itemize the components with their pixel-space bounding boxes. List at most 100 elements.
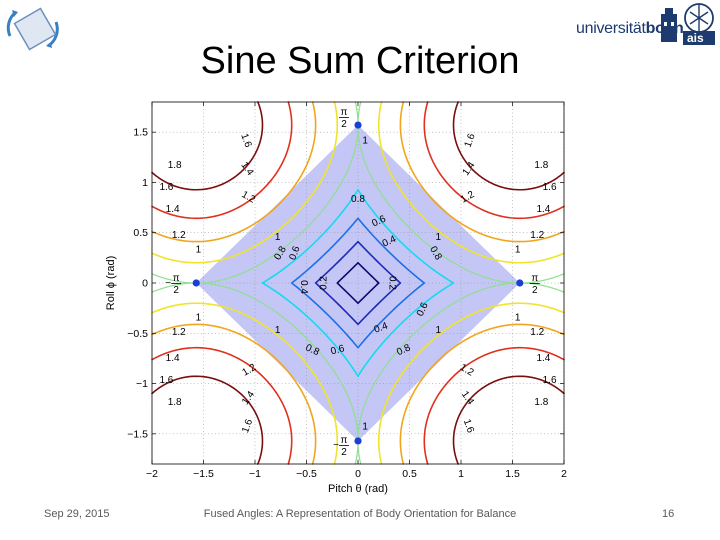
y-tick-label: 1 — [142, 177, 148, 189]
university-logo: universitätbonn ais — [576, 2, 718, 48]
contour-line-0-8 — [261, 188, 455, 378]
contour-label: 1.4 — [461, 160, 478, 178]
y-tick-label: 0.5 — [133, 227, 148, 239]
contour-label: 1.6 — [240, 417, 255, 434]
contour-line-0-6 — [290, 217, 426, 349]
contour-label: 0.8 — [351, 194, 365, 205]
contour-label: 1.8 — [534, 397, 548, 408]
contour-label: 1.6 — [159, 182, 173, 193]
ais-emblem-icon — [683, 3, 715, 45]
fraction-denominator: 2 — [341, 447, 347, 458]
contour-label: 0.6 — [330, 343, 347, 357]
contour-label: 1 — [362, 421, 368, 432]
axis-layer: −2 −1.5 −1 −0.5 0 0.5 1 1.5 2−1.5−1−0.500.511.5 — [127, 102, 567, 480]
fraction-denominator: 2 — [341, 119, 347, 130]
fraction-sign: − — [333, 440, 339, 451]
contour-label: 1 — [196, 244, 202, 255]
contour-label: 1.6 — [543, 182, 557, 193]
contour-label: 0.6 — [370, 213, 388, 229]
critical-point-marker — [354, 437, 362, 445]
fraction-denominator: 2 — [173, 285, 179, 296]
fraction-sign: − — [165, 278, 171, 289]
feasible-region — [196, 125, 520, 441]
contour-label: 1.4 — [166, 353, 180, 364]
fraction-numerator: π — [341, 435, 348, 446]
contour-label: 1.4 — [238, 160, 255, 178]
contour-label: 1 — [436, 232, 442, 243]
contour-label: 1 — [515, 313, 521, 324]
contour-line-0-2 — [336, 261, 380, 305]
contour-label: 0.4 — [298, 280, 309, 294]
contour-line-1 — [151, 101, 565, 465]
contour-label: 1.8 — [168, 160, 182, 171]
contour-label: 0.4 — [381, 234, 399, 250]
x-axis-label: Pitch θ (rad) — [328, 483, 388, 495]
contour-label: 1.4 — [240, 389, 257, 407]
contour-line-1-8 — [151, 101, 565, 465]
contour-label: 1.2 — [241, 362, 259, 379]
contour-label: 1 — [275, 325, 281, 336]
contour-label: 1.2 — [530, 230, 544, 241]
contour-label: 1.6 — [238, 132, 253, 149]
x-tick-label: −0.5 — [296, 468, 317, 480]
contour-label: 1.8 — [534, 160, 548, 171]
contour-label: 0.4 — [373, 320, 390, 335]
x-tick-label: −2 — [146, 468, 158, 480]
y-tick-label: 0 — [142, 278, 148, 290]
contour-label: 1.4 — [536, 353, 550, 364]
contour-label: 1 — [275, 232, 281, 243]
footer-date: Sep 29, 2015 — [44, 508, 110, 520]
contour-label: 0.2 — [318, 276, 329, 290]
fraction-numerator: π — [341, 107, 348, 118]
y-tick-label: −0.5 — [127, 328, 148, 340]
fraction-numerator: π — [173, 273, 180, 284]
x-tick-label: 0 — [355, 468, 361, 480]
contour-label: 1.2 — [530, 327, 544, 338]
contour-label-layer: 0.20.20.40.40.40.60.60.60.60.80.8 0.80.80… — [159, 132, 556, 435]
y-axis-label: Roll ϕ (rad) — [105, 256, 117, 310]
contour-label: 1.6 — [461, 418, 476, 435]
y-tick-label: −1.5 — [127, 428, 148, 440]
ais-label: ais — [687, 31, 704, 45]
contour-label: 1.2 — [172, 230, 186, 241]
contour-label: 0.2 — [387, 276, 398, 290]
contour-label: 1.2 — [172, 327, 186, 338]
corner-logo — [6, 7, 59, 51]
x-tick-label: 0.5 — [402, 468, 417, 480]
y-tick-label: 1.5 — [133, 127, 148, 139]
contour-label: 0.8 — [304, 342, 322, 358]
university-crest-icon — [661, 8, 677, 42]
plot-fill-layer — [196, 125, 520, 441]
contour-label: 1.4 — [459, 389, 476, 407]
contour-label: 1.8 — [168, 397, 182, 408]
x-tick-label: −1 — [249, 468, 261, 480]
x-tick-label: −1.5 — [193, 468, 214, 480]
contour-label: 0.6 — [288, 244, 303, 261]
contour-label: 1.4 — [536, 204, 550, 215]
critical-point-marker — [516, 279, 524, 287]
fraction-numerator: π — [531, 273, 538, 284]
critical-point-marker — [354, 121, 362, 129]
contour-label: 1.4 — [166, 204, 180, 215]
contour-label: 1 — [515, 244, 521, 255]
university-prefix: universität — [576, 20, 646, 37]
contour-label: 1.6 — [543, 375, 557, 386]
slide-title: Sine Sum Criterion — [200, 40, 520, 82]
page-number: 16 — [662, 508, 675, 520]
contour-label: 1.2 — [459, 189, 477, 206]
contour-line-1-4 — [151, 101, 565, 465]
contour-label: 1 — [362, 136, 368, 147]
contour-label: 1.6 — [463, 132, 478, 149]
x-tick-label: 1.5 — [505, 468, 520, 480]
fraction-denominator: 2 — [532, 285, 538, 296]
contour-label: 0.6 — [415, 301, 431, 319]
contour-label: 1.2 — [458, 362, 476, 379]
contour-line-1-2 — [151, 101, 565, 465]
x-tick-label: 1 — [458, 468, 464, 480]
y-tick-label: −1 — [136, 378, 148, 390]
contour-plot: 0.20.20.40.40.40.60.60.60.60.80.8 0.80.80… — [105, 101, 567, 495]
contour-label: 1.6 — [159, 375, 173, 386]
contour-label: 1 — [436, 325, 442, 336]
contour-layer — [151, 101, 565, 465]
